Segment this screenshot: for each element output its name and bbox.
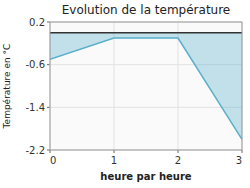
tick-label: 0.2 — [29, 17, 45, 28]
x-axis-label: heure par heure — [100, 171, 191, 182]
plot-area — [50, 33, 242, 140]
tick-label: 2 — [175, 155, 181, 166]
area — [50, 33, 242, 140]
y-axis-label: Température en °C — [2, 44, 12, 130]
tick-label: -2.2 — [25, 145, 45, 156]
chart: 0.2 -0.6 -1.4 -2.2 0 1 2 3 Evolution de la tempé… — [0, 0, 250, 188]
grid-line — [114, 22, 115, 150]
grid-line — [178, 22, 179, 150]
plot-background — [50, 22, 242, 150]
plot-frame — [50, 22, 242, 150]
baseline — [50, 32, 242, 34]
grid-line — [50, 107, 242, 108]
chart-container: 0.2 -0.6 -1.4 -2.2 0 1 2 3 Evolution de la tempé… — [0, 0, 250, 188]
tick-label: 0 — [50, 155, 56, 166]
tick-label: 1 — [111, 155, 117, 166]
tick-label: -1.4 — [25, 102, 45, 113]
tick-label: -0.6 — [25, 59, 45, 70]
tick-label: 3 — [236, 155, 242, 166]
line — [50, 38, 242, 139]
title: Evolution de la température — [62, 3, 231, 17]
